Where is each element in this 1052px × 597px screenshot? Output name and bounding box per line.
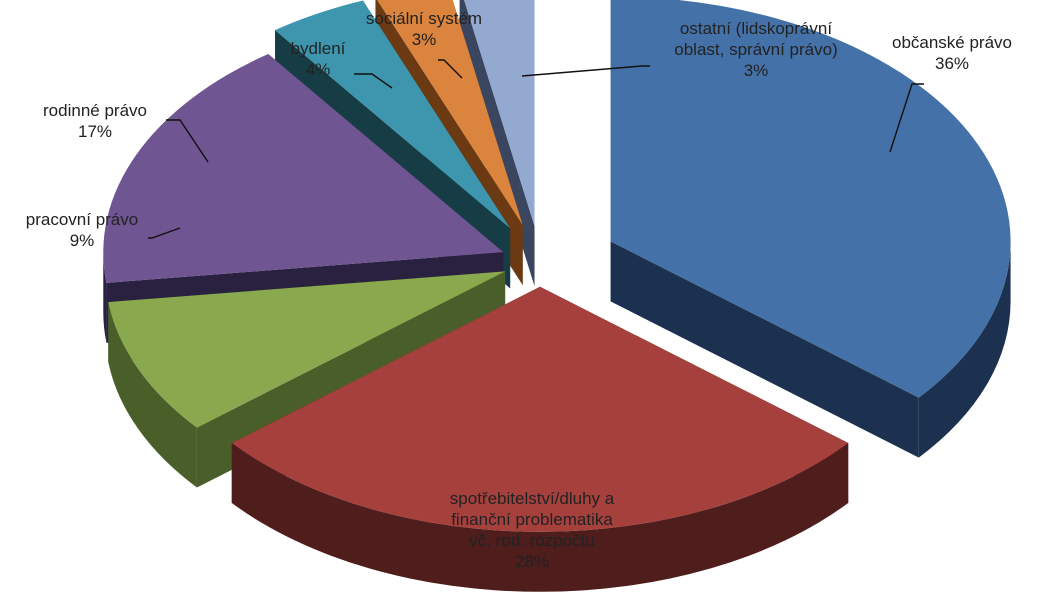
slice-label-6: ostatní (lidskoprávní oblast, správní prá…	[674, 19, 837, 80]
slice-value-5: 3%	[412, 30, 437, 49]
leader-line-4	[354, 73, 393, 89]
slice-2-outer-side	[108, 302, 197, 488]
leader-line-3	[166, 119, 209, 163]
slice-value-6: 3%	[744, 61, 769, 80]
slice-name-4-0: bydlení	[291, 39, 346, 58]
slice-3-top	[103, 53, 504, 283]
slice-label-4: bydlení 4%	[291, 39, 346, 79]
slice-value-0: 36%	[935, 54, 969, 73]
slice-value-3: 17%	[78, 122, 112, 141]
pie-slice-tops	[103, 0, 1011, 532]
leader-line-6	[521, 65, 650, 77]
slice-value-4: 4%	[306, 60, 331, 79]
slice-name-0-0: občanské právo	[892, 33, 1012, 52]
slice-2-top	[108, 271, 506, 428]
slice-4-top	[275, 0, 511, 229]
slice-0-top	[610, 0, 1011, 398]
slice-name-3-0: rodinné právo	[43, 101, 147, 120]
slice-label-0: občanské právo 36%	[892, 33, 1012, 73]
slice-0-wall-1	[610, 241, 919, 458]
slice-name-1-1: finanční problematika	[451, 510, 613, 529]
slice-label-2: pracovní právo 9%	[26, 210, 138, 250]
slice-1-outer-side	[231, 442, 849, 592]
slice-label-5: sociální systém 3%	[366, 9, 482, 49]
slice-value-1: 28%	[515, 552, 549, 571]
slice-value-2: 9%	[70, 231, 95, 250]
slice-5-top	[377, 0, 523, 226]
slice-label-1: spotřebitelství/dluhy a finanční problema…	[450, 489, 615, 571]
slice-3-outer-side	[103, 252, 107, 343]
slice-6-top	[464, 0, 535, 227]
slice-label-3: rodinné právo 17%	[43, 101, 147, 141]
slice-labels: občanské právo 36% spotřebitelství/dluhy a…	[26, 9, 1012, 571]
slice-name-5-0: sociální systém	[366, 9, 482, 28]
slice-name-1-0: spotřebitelství/dluhy a	[450, 489, 615, 508]
leader-line-5	[438, 59, 463, 79]
leader-line-0	[889, 83, 924, 153]
leader-lines	[148, 59, 924, 239]
slice-1-top	[231, 286, 849, 532]
slice-name-1-2: vč. rod. rozpočtu	[469, 531, 595, 550]
slice-name-6-0: ostatní (lidskoprávní	[680, 19, 832, 38]
leader-line-2	[148, 227, 181, 239]
slice-name-6-1: oblast, správní právo)	[674, 40, 837, 59]
slice-name-2-0: pracovní právo	[26, 210, 138, 229]
slice-0-outer-side	[918, 241, 1011, 458]
